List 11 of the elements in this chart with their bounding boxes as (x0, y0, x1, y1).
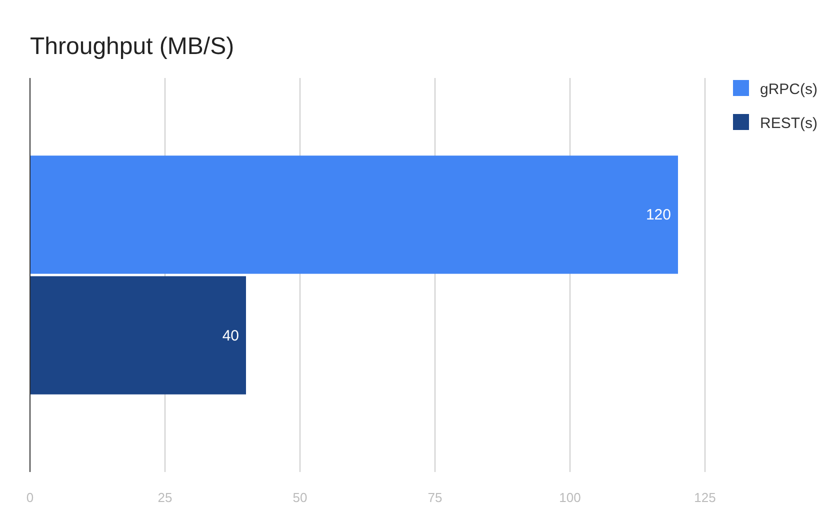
x-tick-label: 25 (158, 490, 172, 506)
data-label: 40 (222, 327, 239, 344)
x-tick-label: 0 (26, 490, 34, 506)
x-tick-label: 100 (559, 490, 581, 506)
data-label: 120 (646, 206, 671, 224)
x-tick-label: 50 (292, 490, 308, 506)
legend-label: REST(s) (760, 115, 818, 132)
x-tick-label: 125 (694, 490, 716, 506)
chart-title: Throughput (MB/S) (30, 33, 234, 60)
legend-label: gRPC(s) (760, 81, 818, 98)
x-tick-label: 75 (428, 490, 442, 506)
